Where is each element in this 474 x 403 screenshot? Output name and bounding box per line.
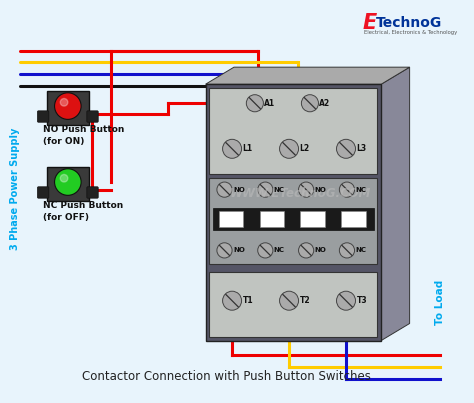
Text: To Load: To Load <box>435 280 445 325</box>
Text: 3 Phase Power Supply: 3 Phase Power Supply <box>9 127 20 250</box>
Circle shape <box>223 291 242 310</box>
Circle shape <box>60 174 68 182</box>
Text: NO: NO <box>233 187 245 193</box>
Circle shape <box>337 139 356 158</box>
Circle shape <box>55 93 81 119</box>
Circle shape <box>258 243 273 258</box>
Text: L2: L2 <box>300 144 310 153</box>
FancyBboxPatch shape <box>210 88 377 174</box>
FancyBboxPatch shape <box>260 212 284 226</box>
FancyBboxPatch shape <box>47 91 89 125</box>
Text: T2: T2 <box>300 296 310 305</box>
Text: A1: A1 <box>264 99 275 108</box>
Circle shape <box>299 243 314 258</box>
Circle shape <box>223 139 242 158</box>
Text: A2: A2 <box>319 99 330 108</box>
Text: L1: L1 <box>243 144 253 153</box>
Text: NC: NC <box>356 187 366 193</box>
Circle shape <box>301 95 319 112</box>
FancyBboxPatch shape <box>210 178 377 264</box>
Circle shape <box>258 182 273 197</box>
Circle shape <box>217 182 232 197</box>
Circle shape <box>337 291 356 310</box>
Text: NC Push Button
(for OFF): NC Push Button (for OFF) <box>43 201 123 222</box>
Text: Electrical, Electronics & Technology: Electrical, Electronics & Technology <box>364 31 457 35</box>
FancyBboxPatch shape <box>210 272 377 337</box>
FancyBboxPatch shape <box>213 208 374 231</box>
Text: NO: NO <box>315 187 327 193</box>
Text: NO: NO <box>315 247 327 253</box>
FancyBboxPatch shape <box>206 84 381 341</box>
Circle shape <box>339 182 355 197</box>
Text: Contactor Connection with Push Button Switches: Contactor Connection with Push Button Sw… <box>82 370 371 383</box>
Text: TechnoG: TechnoG <box>375 16 442 29</box>
Text: T3: T3 <box>356 296 367 305</box>
Text: NC: NC <box>274 247 285 253</box>
FancyBboxPatch shape <box>219 212 244 226</box>
FancyBboxPatch shape <box>87 187 98 198</box>
Text: NC: NC <box>356 247 366 253</box>
Circle shape <box>246 95 264 112</box>
Circle shape <box>60 98 68 106</box>
Text: E: E <box>362 12 376 33</box>
FancyBboxPatch shape <box>37 187 49 198</box>
FancyBboxPatch shape <box>341 212 366 226</box>
Circle shape <box>339 243 355 258</box>
FancyBboxPatch shape <box>301 212 325 226</box>
Polygon shape <box>381 67 410 341</box>
Text: NO: NO <box>233 247 245 253</box>
FancyBboxPatch shape <box>37 111 49 122</box>
Text: T1: T1 <box>243 296 253 305</box>
FancyBboxPatch shape <box>87 111 98 122</box>
Text: NO Push Button
(for ON): NO Push Button (for ON) <box>43 125 125 146</box>
Text: NC: NC <box>274 187 285 193</box>
Polygon shape <box>206 67 410 84</box>
Circle shape <box>280 139 299 158</box>
Text: L3: L3 <box>356 144 366 153</box>
Circle shape <box>55 169 81 195</box>
Circle shape <box>299 182 314 197</box>
Circle shape <box>280 291 299 310</box>
Text: WWW.ETechnoG.COM: WWW.ETechnoG.COM <box>230 187 371 200</box>
FancyBboxPatch shape <box>47 167 89 201</box>
Circle shape <box>217 243 232 258</box>
